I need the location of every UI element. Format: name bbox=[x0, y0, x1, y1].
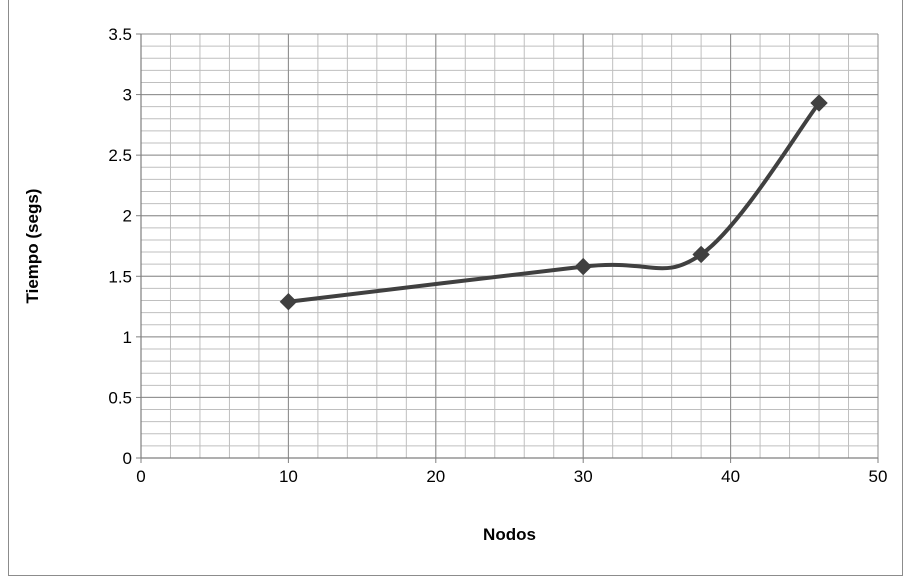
x-tick-label: 20 bbox=[426, 467, 445, 486]
y-tick-label: 0 bbox=[123, 449, 132, 468]
y-tick-label: 3 bbox=[123, 86, 132, 105]
x-tick-label: 30 bbox=[574, 467, 593, 486]
y-tick-label: 1 bbox=[123, 328, 132, 347]
data-point-marker bbox=[279, 293, 298, 311]
series-line-group bbox=[286, 101, 822, 304]
axes bbox=[136, 33, 879, 463]
x-tick-label: 40 bbox=[721, 467, 740, 486]
data-point-marker bbox=[810, 94, 828, 112]
x-tick-label: 50 bbox=[869, 467, 888, 486]
x-tick-label: 10 bbox=[279, 467, 298, 486]
y-axis-title: Tiempo (segs) bbox=[23, 189, 42, 304]
y-tick-label: 2.5 bbox=[108, 146, 132, 165]
data-point-marker bbox=[574, 257, 592, 276]
y-tick-label: 3.5 bbox=[108, 25, 132, 44]
y-tick-label: 1.5 bbox=[108, 267, 132, 286]
y-tick-label: 0.5 bbox=[108, 388, 132, 407]
y-tick-labels: 0 0.5 1 1.5 2 2.5 3 3.5 bbox=[108, 25, 132, 468]
y-tick-label: 2 bbox=[123, 207, 132, 226]
data-point-marker bbox=[692, 245, 710, 264]
major-gridlines bbox=[140, 33, 879, 459]
series-line bbox=[286, 101, 822, 304]
series-markers bbox=[279, 94, 828, 311]
x-tick-labels: 0 10 20 30 40 50 bbox=[136, 467, 887, 486]
x-axis-title: Nodos bbox=[483, 525, 536, 544]
minor-gridlines bbox=[140, 33, 879, 459]
x-tick-label: 0 bbox=[136, 467, 145, 486]
